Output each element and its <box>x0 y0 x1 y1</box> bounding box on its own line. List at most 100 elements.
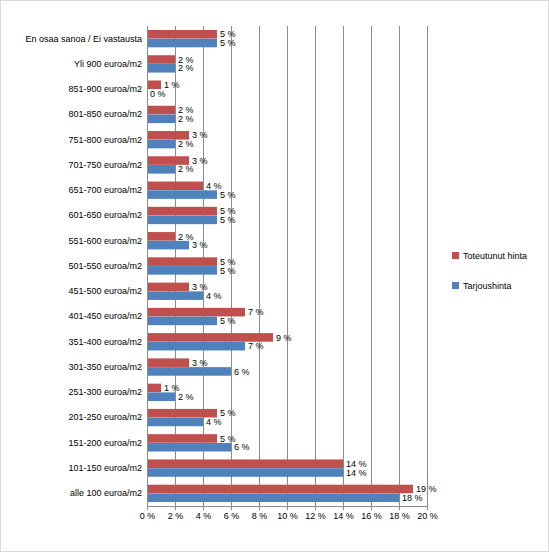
bar <box>147 39 217 48</box>
bar <box>147 115 175 124</box>
tick-label: 16 % <box>361 511 382 521</box>
data-label: 2 % <box>178 164 194 174</box>
bar <box>147 291 203 300</box>
bar <box>147 434 217 443</box>
tick: 401-450 euroa/m2 <box>68 311 142 321</box>
tick: 151-200 euroa/m2 <box>68 438 142 448</box>
tick: 201-250 euroa/m2 <box>68 412 142 422</box>
data-label: 5 % <box>220 266 236 276</box>
bar <box>147 468 343 477</box>
tick-label: 701-750 euroa/m2 <box>68 160 142 170</box>
data-label: 4 % <box>206 291 222 301</box>
data-label: 2 % <box>178 63 194 73</box>
tick-label: 8 % <box>252 511 268 521</box>
legend-label: Toteutunut hinta <box>463 251 527 261</box>
tick-label: 20 % <box>417 511 438 521</box>
data-labels: 5 %2 %1 %2 %3 %3 %4 %5 %2 %5 %3 %7 %9 %3… <box>150 29 437 502</box>
tick: 801-850 euroa/m2 <box>68 109 142 119</box>
data-label: 5 % <box>220 408 236 418</box>
tick-label: 0 % <box>140 511 156 521</box>
data-label: 4 % <box>206 417 222 427</box>
bar <box>147 257 217 266</box>
bar <box>147 367 231 376</box>
tick-label: 10 % <box>277 511 298 521</box>
tick-label: En osaa sanoa / Ei vastausta <box>25 34 142 44</box>
tick: 12 % <box>305 506 326 521</box>
legend-swatch <box>452 252 459 259</box>
tick-label: 18 % <box>389 511 410 521</box>
data-label: 6 % <box>234 367 250 377</box>
tick-label: 6 % <box>224 511 240 521</box>
tick-label: 501-550 euroa/m2 <box>68 261 142 271</box>
tick: 751-800 euroa/m2 <box>68 135 142 145</box>
tick: 10 % <box>277 506 298 521</box>
tick: 2 % <box>168 506 184 521</box>
data-label: 7 % <box>248 307 264 317</box>
data-label: 18 % <box>402 493 423 503</box>
tick-label: Yli 900 euroa/m2 <box>74 59 142 69</box>
tick: 14 % <box>333 506 354 521</box>
data-label: 5 % <box>220 190 236 200</box>
data-label: 0 % <box>150 89 166 99</box>
tick: 651-700 euroa/m2 <box>68 185 142 195</box>
tick: 301-350 euroa/m2 <box>68 362 142 372</box>
tick: 101-150 euroa/m2 <box>68 463 142 473</box>
legend: Toteutunut hintaTarjoushinta <box>452 251 527 291</box>
data-label: 3 % <box>192 240 208 250</box>
tick-mark <box>175 506 176 510</box>
data-label: 2 % <box>178 114 194 124</box>
bar <box>147 64 175 73</box>
tick-label: 351-400 euroa/m2 <box>68 337 142 347</box>
tick: 18 % <box>389 506 410 521</box>
tick-label: 251-300 euroa/m2 <box>68 387 142 397</box>
grid-line <box>175 26 176 506</box>
bar <box>147 30 217 39</box>
grid <box>147 26 427 506</box>
tick-mark <box>287 506 288 510</box>
bar <box>147 317 217 326</box>
tick: 601-650 euroa/m2 <box>68 210 142 220</box>
grid-line <box>203 26 204 506</box>
tick-label: 2 % <box>168 511 184 521</box>
bar <box>147 493 399 502</box>
tick-label: 401-450 euroa/m2 <box>68 311 142 321</box>
tick-label: 551-600 euroa/m2 <box>68 236 142 246</box>
tick-label: 12 % <box>305 511 326 521</box>
bar <box>147 283 189 292</box>
grid-line <box>259 26 260 506</box>
grid-line <box>371 26 372 506</box>
tick-label: 201-250 euroa/m2 <box>68 412 142 422</box>
tick-label: 14 % <box>333 511 354 521</box>
bar <box>147 266 217 275</box>
bar <box>147 241 189 250</box>
bar <box>147 140 175 149</box>
bar <box>147 190 217 199</box>
tick: 501-550 euroa/m2 <box>68 261 142 271</box>
grid-line <box>315 26 316 506</box>
legend-swatch <box>452 282 459 289</box>
tick-label: 651-700 euroa/m2 <box>68 185 142 195</box>
tick-label: 451-500 euroa/m2 <box>68 286 142 296</box>
tick: 351-400 euroa/m2 <box>68 337 142 347</box>
bar <box>147 392 175 401</box>
tick-mark <box>259 506 260 510</box>
bar <box>147 207 217 216</box>
tick: 20 % <box>417 506 438 521</box>
data-label: 6 % <box>234 442 250 452</box>
bar <box>147 384 161 393</box>
tick-label: 801-850 euroa/m2 <box>68 109 142 119</box>
data-label: 14 % <box>346 468 367 478</box>
bar <box>147 165 175 174</box>
tick: 251-300 euroa/m2 <box>68 387 142 397</box>
tick-label: 301-350 euroa/m2 <box>68 362 142 372</box>
tick-label: 151-200 euroa/m2 <box>68 438 142 448</box>
grid-line <box>287 26 288 506</box>
data-label: 3 % <box>192 358 208 368</box>
tick-mark <box>203 506 204 510</box>
data-label: 1 % <box>164 80 180 90</box>
tick: 701-750 euroa/m2 <box>68 160 142 170</box>
data-label: 9 % <box>276 333 292 343</box>
tick: alle 100 euroa/m2 <box>70 488 142 498</box>
y-axis: En osaa sanoa / Ei vastausta Yli 900 euro… <box>25 27 147 507</box>
axis-line <box>147 27 148 507</box>
